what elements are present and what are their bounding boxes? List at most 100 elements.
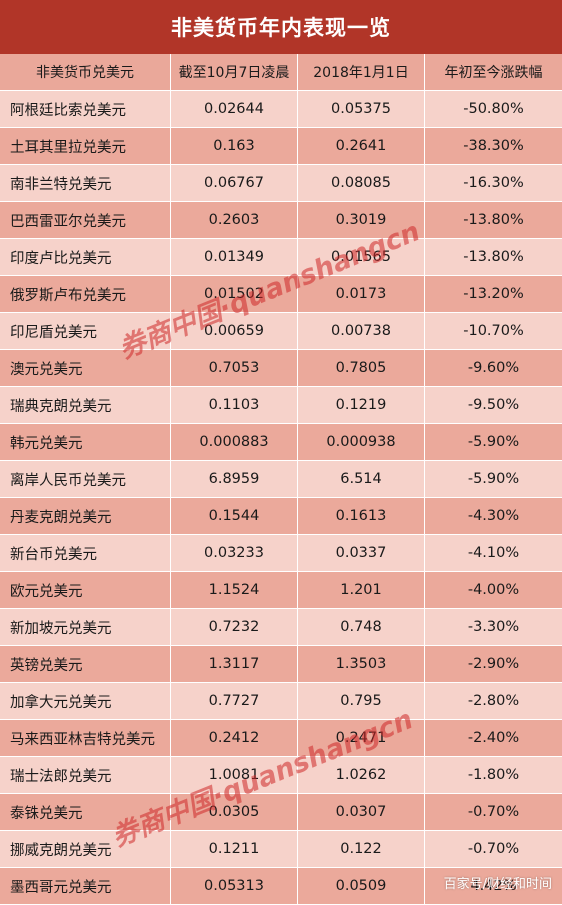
cell-current-rate: 0.05313 <box>171 868 298 905</box>
cell-start-rate: 0.00738 <box>298 313 425 350</box>
cell-start-rate: 0.0337 <box>298 535 425 572</box>
cell-ytd-change: -5.90% <box>425 461 562 498</box>
cell-current-rate: 0.2412 <box>171 720 298 757</box>
cell-currency-pair: 印尼盾兑美元 <box>0 313 171 350</box>
column-header-current-rate: 截至10月7日凌晨 <box>171 54 298 91</box>
cell-start-rate: 0.000938 <box>298 424 425 461</box>
cell-start-rate: 0.1613 <box>298 498 425 535</box>
cell-currency-pair: 印度卢比兑美元 <box>0 239 171 276</box>
cell-current-rate: 0.06767 <box>171 165 298 202</box>
table-row: 阿根廷比索兑美元 0.02644 0.05375 -50.80% <box>0 91 562 128</box>
table-row: 英镑兑美元 1.3117 1.3503 -2.90% <box>0 646 562 683</box>
cell-current-rate: 0.163 <box>171 128 298 165</box>
cell-current-rate: 0.0305 <box>171 794 298 831</box>
table-row: 丹麦克朗兑美元 0.1544 0.1613 -4.30% <box>0 498 562 535</box>
cell-currency-pair: 泰铢兑美元 <box>0 794 171 831</box>
cell-currency-pair: 韩元兑美元 <box>0 424 171 461</box>
cell-current-rate: 0.02644 <box>171 91 298 128</box>
cell-currency-pair: 阿根廷比索兑美元 <box>0 91 171 128</box>
cell-currency-pair: 瑞典克朗兑美元 <box>0 387 171 424</box>
table-row: 巴西雷亚尔兑美元 0.2603 0.3019 -13.80% <box>0 202 562 239</box>
cell-start-rate: 0.2471 <box>298 720 425 757</box>
table-row: 墨西哥元兑美元 0.05313 0.0509 4.42% <box>0 868 562 905</box>
cell-currency-pair: 新台币兑美元 <box>0 535 171 572</box>
table-header-row: 非美货币兑美元 截至10月7日凌晨 2018年1月1日 年初至今涨跌幅 <box>0 54 562 91</box>
cell-current-rate: 0.000883 <box>171 424 298 461</box>
page-title: 非美货币年内表现一览 <box>0 0 562 54</box>
cell-start-rate: 0.08085 <box>298 165 425 202</box>
cell-start-rate: 1.3503 <box>298 646 425 683</box>
cell-start-rate: 0.0509 <box>298 868 425 905</box>
cell-start-rate: 1.201 <box>298 572 425 609</box>
cell-start-rate: 6.514 <box>298 461 425 498</box>
cell-ytd-change: -1.80% <box>425 757 562 794</box>
cell-ytd-change: -50.80% <box>425 91 562 128</box>
column-header-currency: 非美货币兑美元 <box>0 54 171 91</box>
cell-currency-pair: 巴西雷亚尔兑美元 <box>0 202 171 239</box>
table-row: 新加坡元兑美元 0.7232 0.748 -3.30% <box>0 609 562 646</box>
cell-currency-pair: 澳元兑美元 <box>0 350 171 387</box>
cell-start-rate: 0.748 <box>298 609 425 646</box>
cell-current-rate: 0.7232 <box>171 609 298 646</box>
cell-ytd-change: -0.70% <box>425 794 562 831</box>
table-row: 澳元兑美元 0.7053 0.7805 -9.60% <box>0 350 562 387</box>
table-row: 俄罗斯卢布兑美元 0.01502 0.0173 -13.20% <box>0 276 562 313</box>
table-row: 马来西亚林吉特兑美元 0.2412 0.2471 -2.40% <box>0 720 562 757</box>
cell-start-rate: 0.0307 <box>298 794 425 831</box>
table-row: 瑞士法郎兑美元 1.0081 1.0262 -1.80% <box>0 757 562 794</box>
corner-credit: 百家号/财经和时间 <box>443 877 552 892</box>
cell-currency-pair: 挪威克朗兑美元 <box>0 831 171 868</box>
cell-current-rate: 1.1524 <box>171 572 298 609</box>
cell-ytd-change: -4.00% <box>425 572 562 609</box>
table-row: 欧元兑美元 1.1524 1.201 -4.00% <box>0 572 562 609</box>
cell-start-rate: 0.2641 <box>298 128 425 165</box>
cell-start-rate: 0.7805 <box>298 350 425 387</box>
cell-ytd-change: -2.80% <box>425 683 562 720</box>
column-header-start-rate: 2018年1月1日 <box>298 54 425 91</box>
cell-current-rate: 0.7727 <box>171 683 298 720</box>
cell-start-rate: 0.1219 <box>298 387 425 424</box>
cell-currency-pair: 墨西哥元兑美元 <box>0 868 171 905</box>
cell-ytd-change: 4.42% <box>425 868 562 905</box>
cell-start-rate: 0.3019 <box>298 202 425 239</box>
cell-currency-pair: 新加坡元兑美元 <box>0 609 171 646</box>
cell-currency-pair: 英镑兑美元 <box>0 646 171 683</box>
cell-currency-pair: 加拿大元兑美元 <box>0 683 171 720</box>
cell-current-rate: 0.1211 <box>171 831 298 868</box>
table-row: 土耳其里拉兑美元 0.163 0.2641 -38.30% <box>0 128 562 165</box>
cell-ytd-change: -9.50% <box>425 387 562 424</box>
cell-current-rate: 0.2603 <box>171 202 298 239</box>
cell-ytd-change: -2.90% <box>425 646 562 683</box>
cell-start-rate: 0.122 <box>298 831 425 868</box>
cell-ytd-change: -3.30% <box>425 609 562 646</box>
cell-ytd-change: -13.80% <box>425 239 562 276</box>
cell-currency-pair: 土耳其里拉兑美元 <box>0 128 171 165</box>
cell-current-rate: 0.03233 <box>171 535 298 572</box>
cell-current-rate: 0.7053 <box>171 350 298 387</box>
cell-current-rate: 0.1103 <box>171 387 298 424</box>
cell-ytd-change: -9.60% <box>425 350 562 387</box>
cell-current-rate: 0.00659 <box>171 313 298 350</box>
table-row: 新台币兑美元 0.03233 0.0337 -4.10% <box>0 535 562 572</box>
table-row: 瑞典克朗兑美元 0.1103 0.1219 -9.50% <box>0 387 562 424</box>
cell-current-rate: 0.01349 <box>171 239 298 276</box>
cell-current-rate: 1.0081 <box>171 757 298 794</box>
cell-currency-pair: 欧元兑美元 <box>0 572 171 609</box>
table-row: 泰铢兑美元 0.0305 0.0307 -0.70% <box>0 794 562 831</box>
table-row: 挪威克朗兑美元 0.1211 0.122 -0.70% <box>0 831 562 868</box>
cell-ytd-change: -13.20% <box>425 276 562 313</box>
table-row: 印尼盾兑美元 0.00659 0.00738 -10.70% <box>0 313 562 350</box>
table-row: 印度卢比兑美元 0.01349 0.01565 -13.80% <box>0 239 562 276</box>
table-row: 离岸人民币兑美元 6.8959 6.514 -5.90% <box>0 461 562 498</box>
cell-start-rate: 0.795 <box>298 683 425 720</box>
cell-ytd-change: -0.70% <box>425 831 562 868</box>
cell-start-rate: 0.01565 <box>298 239 425 276</box>
cell-start-rate: 0.05375 <box>298 91 425 128</box>
cell-ytd-change: -16.30% <box>425 165 562 202</box>
cell-currency-pair: 南非兰特兑美元 <box>0 165 171 202</box>
cell-start-rate: 1.0262 <box>298 757 425 794</box>
cell-currency-pair: 丹麦克朗兑美元 <box>0 498 171 535</box>
cell-ytd-change: -10.70% <box>425 313 562 350</box>
cell-ytd-change: -4.10% <box>425 535 562 572</box>
cell-current-rate: 6.8959 <box>171 461 298 498</box>
